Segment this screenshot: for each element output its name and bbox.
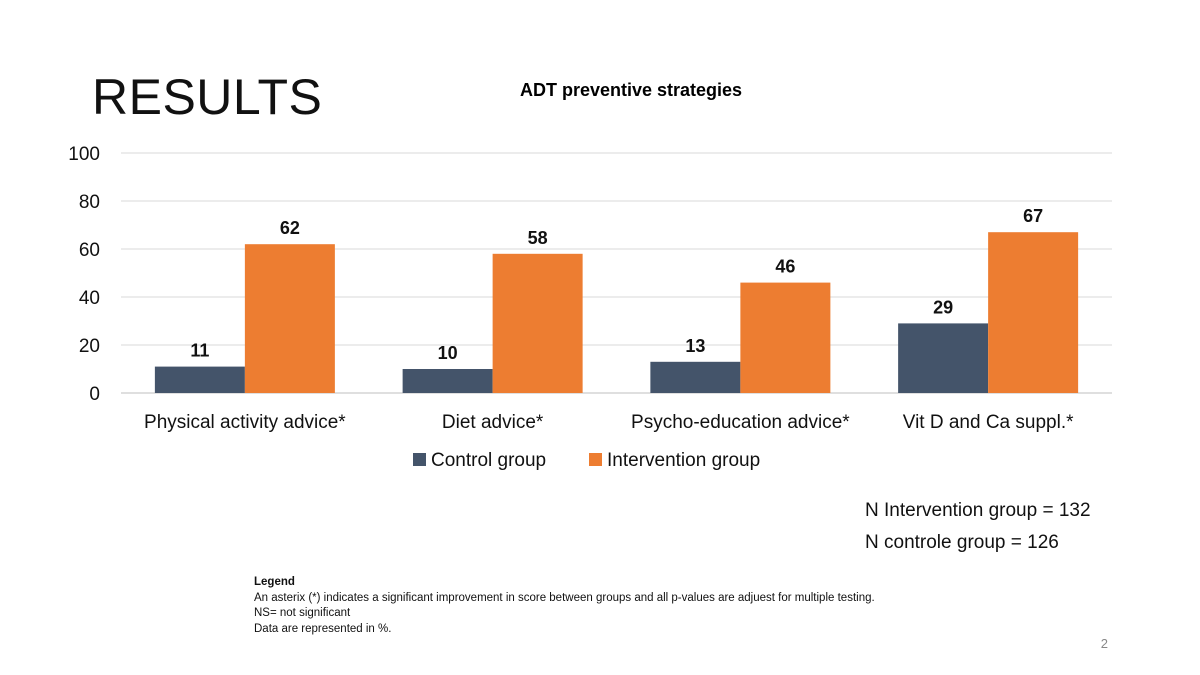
legend-line: Data are represented in %. [254, 622, 392, 635]
legend-line: NS= not significant [254, 607, 351, 619]
x-tick-label: Physical activity advice* [144, 412, 346, 433]
data-label: 13 [685, 336, 705, 356]
legend-label: Intervention group [607, 450, 760, 471]
bar-intervention [492, 253, 583, 393]
n-intervention-note: N Intervention group = 132 [865, 500, 1091, 521]
bar-control [898, 323, 989, 393]
bar-intervention [244, 244, 335, 393]
bar-control [650, 361, 741, 393]
x-tick-label: Vit D and Ca suppl.* [903, 412, 1074, 433]
data-label: 10 [438, 343, 458, 363]
data-labels: 11 62 10 58 13 46 29 67 [190, 206, 1043, 363]
legend-swatch [413, 453, 426, 466]
page-number: 2 [1100, 636, 1108, 651]
n-control-note: N controle group = 126 [865, 532, 1059, 553]
y-tick-label: 40 [79, 288, 100, 309]
bar-control [154, 366, 245, 393]
legend-swatch [589, 453, 602, 466]
data-label: 67 [1023, 206, 1043, 226]
data-label: 58 [528, 228, 548, 248]
legend-block: Legend An asterix (*) indicates a signif… [254, 575, 875, 637]
chart-title: ADT preventive strategies [520, 80, 742, 100]
bar-intervention [740, 282, 831, 393]
x-tick-label: Psycho-education advice* [631, 412, 850, 433]
legend-line: An asterix (*) indicates a significant i… [254, 591, 875, 604]
data-label: 11 [190, 341, 209, 361]
bar-control [402, 369, 493, 393]
y-tick-label: 100 [68, 144, 100, 165]
x-axis: Physical activity advice* Diet advice* Psy… [144, 412, 1074, 433]
y-tick-label: 80 [79, 192, 100, 213]
slide-title: RESULTS [92, 69, 323, 125]
y-tick-label: 0 [89, 384, 100, 405]
data-label: 62 [280, 218, 300, 238]
legend-label: Control group [431, 450, 546, 471]
legend-heading: Legend [254, 576, 295, 588]
y-axis: 0 20 40 60 80 100 [68, 144, 100, 405]
chart-legend: Control group Intervention group [413, 450, 760, 471]
y-tick-label: 20 [79, 336, 100, 357]
bar-intervention [988, 232, 1079, 393]
chart-bars [154, 232, 1079, 393]
y-tick-label: 60 [79, 240, 100, 261]
x-tick-label: Diet advice* [442, 412, 544, 433]
bar-chart: ADT preventive strategies 0 20 40 60 80 100 1… [68, 80, 1112, 471]
data-label: 29 [933, 297, 953, 317]
data-label: 46 [775, 257, 795, 277]
